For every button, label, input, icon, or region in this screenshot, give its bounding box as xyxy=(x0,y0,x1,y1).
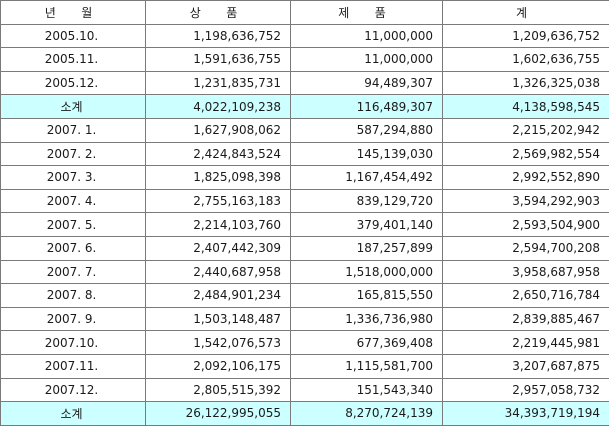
cell-products: 839,129,720 xyxy=(291,189,443,213)
cell-products: 8,270,724,139 xyxy=(291,402,443,426)
cell-total: 3,594,292,903 xyxy=(443,189,609,213)
cell-year-month: 2007. 5. xyxy=(1,213,146,237)
cell-year-month: 2007. 9. xyxy=(1,307,146,331)
cell-year-month: 2007. 1. xyxy=(1,118,146,142)
header-year-month: 년 월 xyxy=(1,1,146,25)
cell-products: 94,489,307 xyxy=(291,71,443,95)
cell-total: 2,219,445,981 xyxy=(443,331,609,355)
cell-products: 587,294,880 xyxy=(291,118,443,142)
cell-goods: 1,503,148,487 xyxy=(146,307,291,331)
cell-total: 2,992,552,890 xyxy=(443,166,609,190)
cell-year-month: 2005.11. xyxy=(1,48,146,72)
cell-total: 34,393,719,194 xyxy=(443,402,609,426)
cell-goods: 1,231,835,731 xyxy=(146,71,291,95)
cell-total: 1,209,636,752 xyxy=(443,24,609,48)
cell-goods: 4,022,109,238 xyxy=(146,95,291,119)
cell-products: 165,815,550 xyxy=(291,284,443,308)
cell-goods: 1,825,098,398 xyxy=(146,166,291,190)
cell-total: 1,326,325,038 xyxy=(443,71,609,95)
cell-total: 2,839,885,467 xyxy=(443,307,609,331)
cell-goods: 1,542,076,573 xyxy=(146,331,291,355)
header-goods: 상 품 xyxy=(146,1,291,25)
cell-goods: 2,092,106,175 xyxy=(146,354,291,378)
cell-goods: 2,440,687,958 xyxy=(146,260,291,284)
cell-products: 1,336,736,980 xyxy=(291,307,443,331)
table-header: 년 월 상 품 제 품 계 xyxy=(1,1,609,25)
cell-products: 187,257,899 xyxy=(291,236,443,260)
cell-year-month: 2007.12. xyxy=(1,378,146,402)
cell-year-month: 소계 xyxy=(1,95,146,119)
cell-goods: 2,805,515,392 xyxy=(146,378,291,402)
header-row: 년 월 상 품 제 품 계 xyxy=(1,1,609,25)
cell-total: 3,207,687,875 xyxy=(443,354,609,378)
cell-year-month: 2007. 4. xyxy=(1,189,146,213)
cell-year-month: 2005.10. xyxy=(1,24,146,48)
cell-year-month: 2007. 7. xyxy=(1,260,146,284)
cell-products: 379,401,140 xyxy=(291,213,443,237)
cell-total: 2,215,202,942 xyxy=(443,118,609,142)
cell-goods: 1,198,636,752 xyxy=(146,24,291,48)
cell-goods: 26,122,995,055 xyxy=(146,402,291,426)
cell-total: 2,650,716,784 xyxy=(443,284,609,308)
cell-goods: 1,627,908,062 xyxy=(146,118,291,142)
cell-year-month: 2007. 8. xyxy=(1,284,146,308)
cell-products: 677,369,408 xyxy=(291,331,443,355)
cell-products: 1,115,581,700 xyxy=(291,354,443,378)
cell-year-month: 2007.11. xyxy=(1,354,146,378)
header-products: 제 품 xyxy=(291,1,443,25)
cell-total: 1,602,636,755 xyxy=(443,48,609,72)
cell-total: 2,593,504,900 xyxy=(443,213,609,237)
cell-products: 116,489,307 xyxy=(291,95,443,119)
cell-total: 3,958,687,958 xyxy=(443,260,609,284)
cell-goods: 2,214,103,760 xyxy=(146,213,291,237)
cell-goods: 2,484,901,234 xyxy=(146,284,291,308)
cell-goods: 1,591,636,755 xyxy=(146,48,291,72)
cell-products: 1,167,454,492 xyxy=(291,166,443,190)
cell-year-month: 2005.12. xyxy=(1,71,146,95)
cell-products: 11,000,000 xyxy=(291,48,443,72)
cell-products: 145,139,030 xyxy=(291,142,443,166)
cell-goods: 2,407,442,309 xyxy=(146,236,291,260)
cell-products: 1,518,000,000 xyxy=(291,260,443,284)
header-total: 계 xyxy=(443,1,609,25)
cell-year-month: 2007. 3. xyxy=(1,166,146,190)
cell-products: 11,000,000 xyxy=(291,24,443,48)
cell-year-month: 2007.10. xyxy=(1,331,146,355)
cell-total: 2,569,982,554 xyxy=(443,142,609,166)
cell-goods: 2,424,843,524 xyxy=(146,142,291,166)
cell-year-month: 2007. 6. xyxy=(1,236,146,260)
cell-goods: 2,755,163,183 xyxy=(146,189,291,213)
cell-total: 4,138,598,545 xyxy=(443,95,609,119)
cell-total: 2,957,058,732 xyxy=(443,378,609,402)
cell-year-month: 2007. 2. xyxy=(1,142,146,166)
cell-products: 151,543,340 xyxy=(291,378,443,402)
cell-year-month: 소계 xyxy=(1,402,146,426)
cell-total: 2,594,700,208 xyxy=(443,236,609,260)
